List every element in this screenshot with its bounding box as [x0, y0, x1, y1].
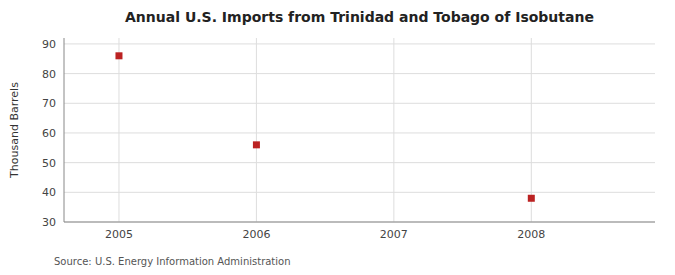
x-tick-label: 2006	[242, 228, 270, 241]
points	[115, 52, 534, 201]
y-tick-label: 70	[42, 97, 56, 110]
y-grid-line	[64, 132, 655, 133]
y-tick-label: 30	[42, 216, 56, 229]
y-grid-line	[64, 222, 655, 223]
source-note: Source: U.S. Energy Information Administ…	[54, 256, 291, 267]
y-axis-line	[64, 38, 65, 222]
x-axis-line	[64, 222, 655, 223]
y-grid-line	[64, 43, 655, 44]
x-tick-label: 2008	[517, 228, 545, 241]
y-tick-label: 90	[42, 38, 56, 51]
x-grid-line	[393, 38, 394, 222]
y-grid-line	[64, 192, 655, 193]
grid	[64, 38, 655, 222]
x-tick-label: 2007	[380, 228, 408, 241]
point	[528, 195, 535, 202]
y-grid-line	[64, 73, 655, 74]
chart: Annual U.S. Imports from Trinidad and To…	[0, 0, 675, 275]
x-grid-line	[118, 38, 119, 222]
background	[0, 0, 675, 275]
y-tick-label: 40	[42, 186, 56, 199]
x-grid-line	[531, 38, 532, 222]
y-grid-line	[64, 103, 655, 104]
y-tick-label: 80	[42, 68, 56, 81]
x-tick-label: 2005	[105, 228, 133, 241]
title: Annual U.S. Imports from Trinidad and To…	[125, 9, 594, 25]
point	[253, 141, 260, 148]
y-grid-line	[64, 162, 655, 163]
x-grid-line	[256, 38, 257, 222]
y-tick-label: 60	[42, 127, 56, 140]
y-axis-label: Thousand Barrels	[8, 82, 21, 179]
y-tick-label: 50	[42, 157, 56, 170]
point	[115, 52, 122, 59]
